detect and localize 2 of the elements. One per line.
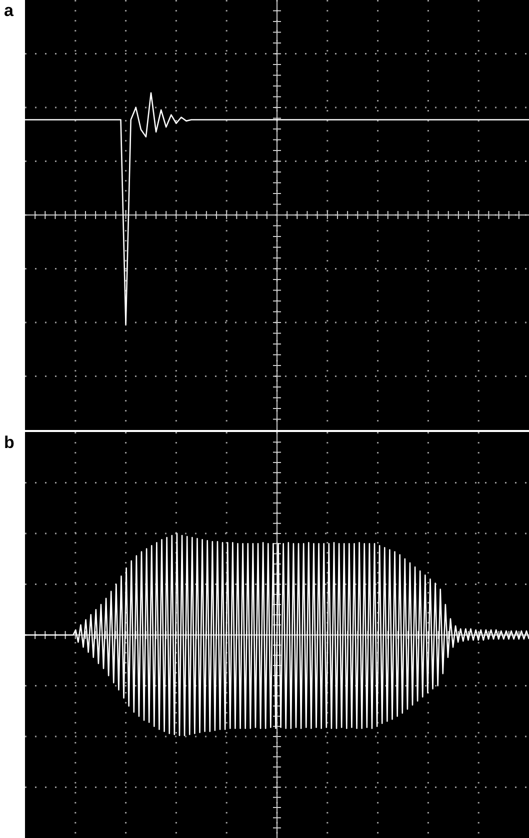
chart-title: a	[4, 1, 14, 20]
chart-title: b	[4, 433, 14, 452]
